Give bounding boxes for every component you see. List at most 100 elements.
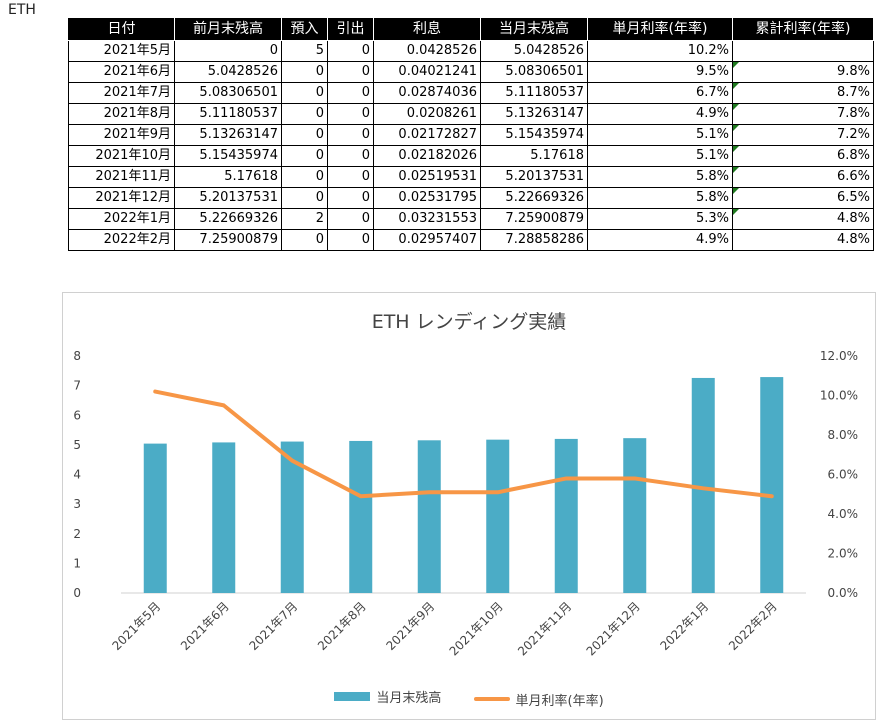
cell-prev[interactable]: 7.25900879 [174, 229, 282, 251]
cell-prev[interactable]: 5.15435974 [174, 145, 282, 167]
cell-value: 5.1% [695, 127, 729, 142]
cell-date[interactable]: 2021年7月 [68, 82, 175, 104]
cell-cumulative[interactable]: 9.8% [732, 61, 874, 83]
cell-interest[interactable]: 0.02531795 [373, 187, 481, 209]
legend-label-bar: 当月末残高 [376, 691, 442, 706]
cell-prev[interactable]: 5.0428526 [174, 61, 282, 83]
cell-dep[interactable]: 0 [281, 82, 328, 104]
cell-end[interactable]: 5.15435974 [480, 124, 588, 146]
cell-interest[interactable]: 0.04021241 [373, 61, 481, 83]
cell-end[interactable]: 7.25900879 [480, 208, 588, 230]
column-header: 前月末残高 [174, 17, 282, 41]
cell-cumulative[interactable] [732, 40, 874, 62]
cell-dep[interactable]: 0 [281, 229, 328, 251]
cell-prev[interactable]: 5.11180537 [174, 103, 282, 125]
x-tick-label: 2021年7月 [246, 599, 300, 653]
bar [691, 377, 715, 593]
cell-monthly[interactable]: 5.8% [587, 187, 733, 209]
cell-value: 2021年9月 [103, 127, 171, 142]
cell-date[interactable]: 2022年1月 [68, 208, 175, 230]
cell-value: 2022年1月 [103, 211, 171, 226]
cell-wd[interactable]: 0 [327, 145, 374, 167]
error-indicator-icon [733, 167, 739, 173]
cell-monthly[interactable]: 4.9% [587, 229, 733, 251]
cell-dep[interactable]: 0 [281, 103, 328, 125]
cell-value: 0.0428526 [406, 43, 477, 58]
cell-monthly[interactable]: 4.9% [587, 103, 733, 125]
cell-end[interactable]: 5.13263147 [480, 103, 588, 125]
cell-interest[interactable]: 0.02182026 [373, 145, 481, 167]
cell-end[interactable]: 5.20137531 [480, 166, 588, 188]
cell-monthly[interactable]: 5.3% [587, 208, 733, 230]
cell-dep[interactable]: 0 [281, 166, 328, 188]
cell-interest[interactable]: 0.02957407 [373, 229, 481, 251]
cell-value: 8.7% [836, 85, 870, 100]
cell-date[interactable]: 2021年11月 [68, 166, 175, 188]
cell-interest[interactable]: 0.02172827 [373, 124, 481, 146]
bar [554, 438, 578, 593]
bar [349, 440, 373, 593]
cell-cumulative[interactable]: 7.2% [732, 124, 874, 146]
cell-dep[interactable]: 0 [281, 187, 328, 209]
bar [417, 440, 441, 593]
cell-date[interactable]: 2021年12月 [68, 187, 175, 209]
cell-date[interactable]: 2022年2月 [68, 229, 175, 251]
cell-wd[interactable]: 0 [327, 61, 374, 83]
cell-prev[interactable]: 5.22669326 [174, 208, 282, 230]
y-left-tick-label: 3 [73, 497, 81, 511]
cell-monthly[interactable]: 10.2% [587, 40, 733, 62]
cell-interest[interactable]: 0.02519531 [373, 166, 481, 188]
cell-interest[interactable]: 0.0208261 [373, 103, 481, 125]
cell-monthly[interactable]: 5.1% [587, 145, 733, 167]
cell-prev[interactable]: 5.13263147 [174, 124, 282, 146]
cell-value: 5.8% [695, 169, 729, 184]
cell-wd[interactable]: 0 [327, 208, 374, 230]
cell-cumulative[interactable]: 4.8% [732, 208, 874, 230]
cell-date[interactable]: 2021年6月 [68, 61, 175, 83]
cell-cumulative[interactable]: 6.8% [732, 145, 874, 167]
cell-interest[interactable]: 0.0428526 [373, 40, 481, 62]
cell-dep[interactable]: 0 [281, 61, 328, 83]
cell-dep[interactable]: 2 [281, 208, 328, 230]
cell-wd[interactable]: 0 [327, 229, 374, 251]
cell-date[interactable]: 2021年5月 [68, 40, 175, 62]
cell-end[interactable]: 5.0428526 [480, 40, 588, 62]
cell-cumulative[interactable]: 4.8% [732, 229, 874, 251]
cell-monthly[interactable]: 9.5% [587, 61, 733, 83]
cell-date[interactable]: 2021年10月 [68, 145, 175, 167]
cell-wd[interactable]: 0 [327, 124, 374, 146]
cell-interest[interactable]: 0.03231553 [373, 208, 481, 230]
cell-date[interactable]: 2021年8月 [68, 103, 175, 125]
cell-cumulative[interactable]: 8.7% [732, 82, 874, 104]
cell-wd[interactable]: 0 [327, 187, 374, 209]
cell-value: 0.02531795 [398, 190, 477, 205]
cell-monthly[interactable]: 6.7% [587, 82, 733, 104]
cell-dep[interactable]: 0 [281, 124, 328, 146]
cell-wd[interactable]: 0 [327, 166, 374, 188]
cell-end[interactable]: 5.17618 [480, 145, 588, 167]
cell-wd[interactable]: 0 [327, 82, 374, 104]
cell-cumulative[interactable]: 6.6% [732, 166, 874, 188]
error-indicator-icon [733, 209, 739, 215]
cell-interest[interactable]: 0.02874036 [373, 82, 481, 104]
cell-prev[interactable]: 5.08306501 [174, 82, 282, 104]
cell-prev[interactable]: 5.20137531 [174, 187, 282, 209]
cell-end[interactable]: 5.22669326 [480, 187, 588, 209]
cell-wd[interactable]: 0 [327, 103, 374, 125]
cell-end[interactable]: 5.08306501 [480, 61, 588, 83]
cell-prev[interactable]: 5.17618 [174, 166, 282, 188]
cell-prev[interactable]: 0 [174, 40, 282, 62]
cell-monthly[interactable]: 5.8% [587, 166, 733, 188]
cell-value: 0 [315, 85, 324, 100]
cell-dep[interactable]: 0 [281, 145, 328, 167]
cell-monthly[interactable]: 5.1% [587, 124, 733, 146]
cell-dep[interactable]: 5 [281, 40, 328, 62]
cell-value: 0 [315, 190, 324, 205]
cell-end[interactable]: 5.11180537 [480, 82, 588, 104]
cell-date[interactable]: 2021年9月 [68, 124, 175, 146]
cell-cumulative[interactable]: 7.8% [732, 103, 874, 125]
cell-value: 0 [361, 190, 370, 205]
cell-end[interactable]: 7.28858286 [480, 229, 588, 251]
cell-cumulative[interactable]: 6.5% [732, 187, 874, 209]
cell-wd[interactable]: 0 [327, 40, 374, 62]
